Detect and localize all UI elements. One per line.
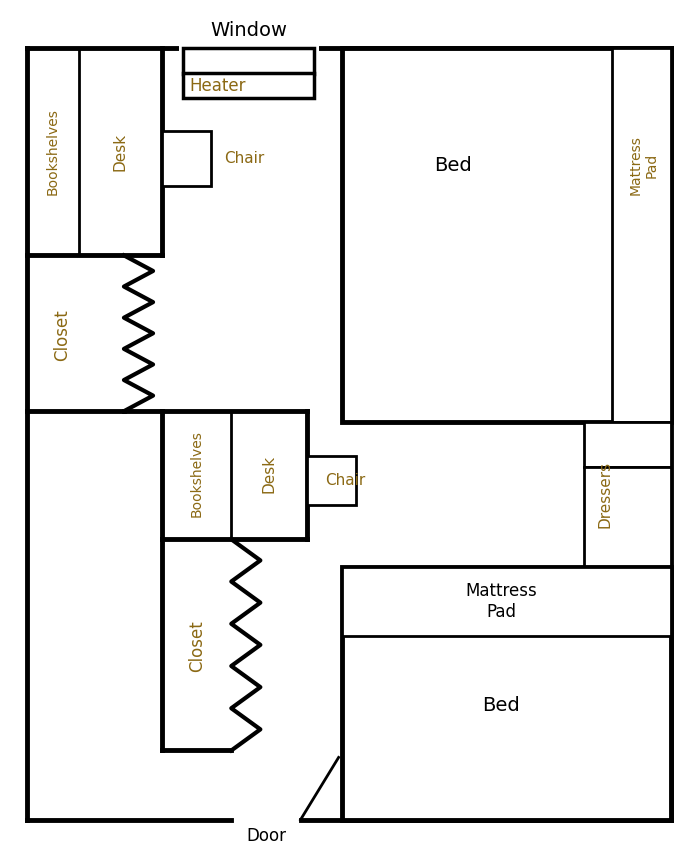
Text: Desk: Desk bbox=[113, 133, 128, 171]
Text: Bed: Bed bbox=[482, 696, 520, 715]
Text: Desk: Desk bbox=[262, 454, 277, 493]
Text: Heater: Heater bbox=[189, 77, 246, 95]
Bar bbox=[342, 48, 671, 422]
Text: Dressers: Dressers bbox=[597, 461, 613, 528]
Bar bbox=[342, 567, 671, 820]
Text: Door: Door bbox=[246, 827, 286, 845]
Bar bbox=[612, 48, 671, 422]
Text: Closet: Closet bbox=[188, 620, 206, 673]
Bar bbox=[584, 422, 671, 466]
Text: Bookshelves: Bookshelves bbox=[45, 108, 59, 195]
Bar bbox=[183, 74, 314, 98]
Text: Window: Window bbox=[210, 21, 287, 39]
Text: Chair: Chair bbox=[224, 151, 265, 166]
Bar bbox=[307, 456, 356, 505]
Bar bbox=[584, 466, 671, 567]
Text: Chair: Chair bbox=[325, 473, 365, 488]
Text: Closet: Closet bbox=[52, 309, 70, 361]
Bar bbox=[162, 131, 211, 186]
Bar bbox=[183, 48, 314, 74]
Text: Bookshelves: Bookshelves bbox=[190, 430, 204, 517]
Text: Mattress
Pad: Mattress Pad bbox=[466, 582, 537, 621]
Text: Mattress
Pad: Mattress Pad bbox=[628, 135, 658, 195]
Text: Bed: Bed bbox=[434, 156, 472, 175]
Bar bbox=[342, 567, 671, 636]
